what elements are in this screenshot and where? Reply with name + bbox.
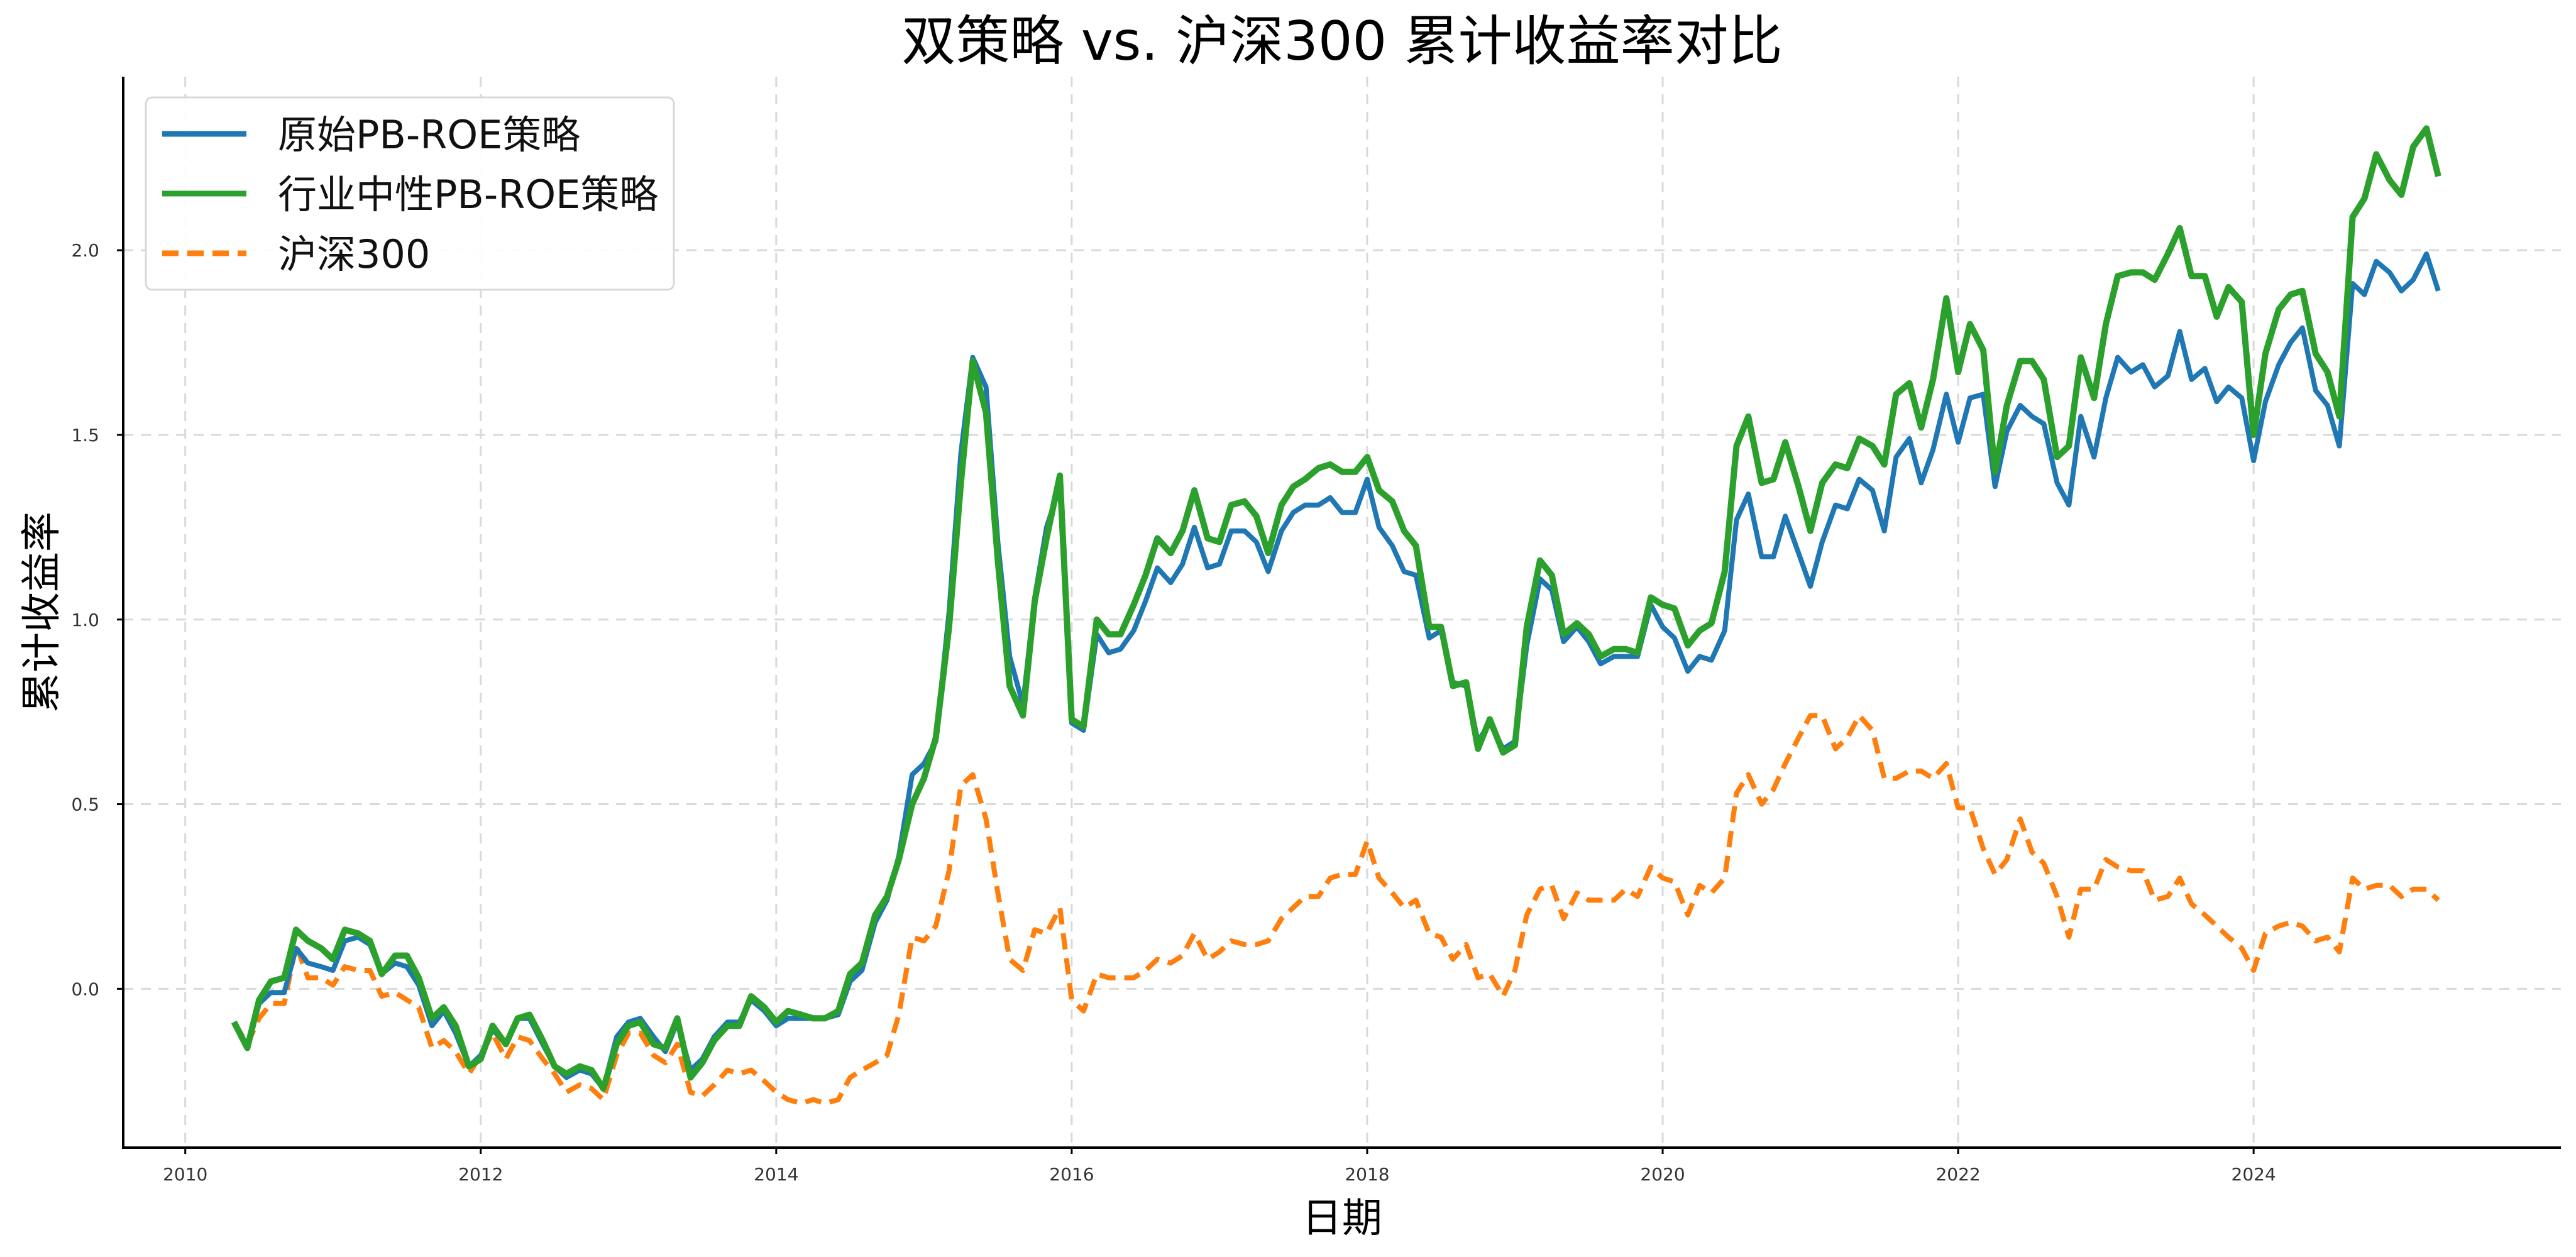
legend-box xyxy=(145,96,675,291)
x-axis-label: 日期 xyxy=(1302,1195,1382,1242)
x-axis-ticks: 2010 2012 2014 2016 2018 2020 2022 2024 xyxy=(163,1148,2276,1185)
x-tick-label: 2020 xyxy=(1640,1164,1685,1185)
y-axis-ticks: 0.0 0.5 1.0 1.5 2.0 xyxy=(71,240,123,999)
axes xyxy=(122,77,2561,1149)
x-tick-label: 2018 xyxy=(1345,1164,1389,1185)
y-axis-label: 累计收益率 xyxy=(19,512,65,713)
legend: 原始PB-ROE策略 行业中性PB-ROE策略 沪深300 xyxy=(145,96,675,291)
x-tick-label: 2014 xyxy=(754,1164,798,1185)
y-tick-label: 1.0 xyxy=(71,610,99,630)
legend-label-hs300: 沪深300 xyxy=(278,231,430,277)
series-line-industry-neutral xyxy=(231,125,2441,1092)
x-tick-label: 2016 xyxy=(1049,1164,1094,1185)
x-tick-label: 2012 xyxy=(458,1164,503,1185)
x-tick-label: 2024 xyxy=(2232,1164,2276,1185)
chart-title: 双策略 vs. 沪深300 累计收益率对比 xyxy=(901,10,1782,73)
y-tick-label: 1.5 xyxy=(71,425,99,446)
grid xyxy=(123,77,2561,1148)
axis-spines xyxy=(122,77,2561,1149)
x-tick-label: 2022 xyxy=(1935,1164,1980,1185)
y-tick-label: 0.5 xyxy=(71,794,99,815)
x-tick-label: 2010 xyxy=(163,1164,207,1185)
series-line-original xyxy=(231,251,2441,1091)
series-layer xyxy=(231,125,2441,1106)
series-line-hs300 xyxy=(231,713,2440,1106)
legend-label-original: 原始PB-ROE策略 xyxy=(278,112,580,158)
legend-label-industry-neutral: 行业中性PB-ROE策略 xyxy=(278,172,658,217)
y-tick-label: 0.0 xyxy=(71,979,99,999)
y-tick-label: 2.0 xyxy=(71,240,99,261)
